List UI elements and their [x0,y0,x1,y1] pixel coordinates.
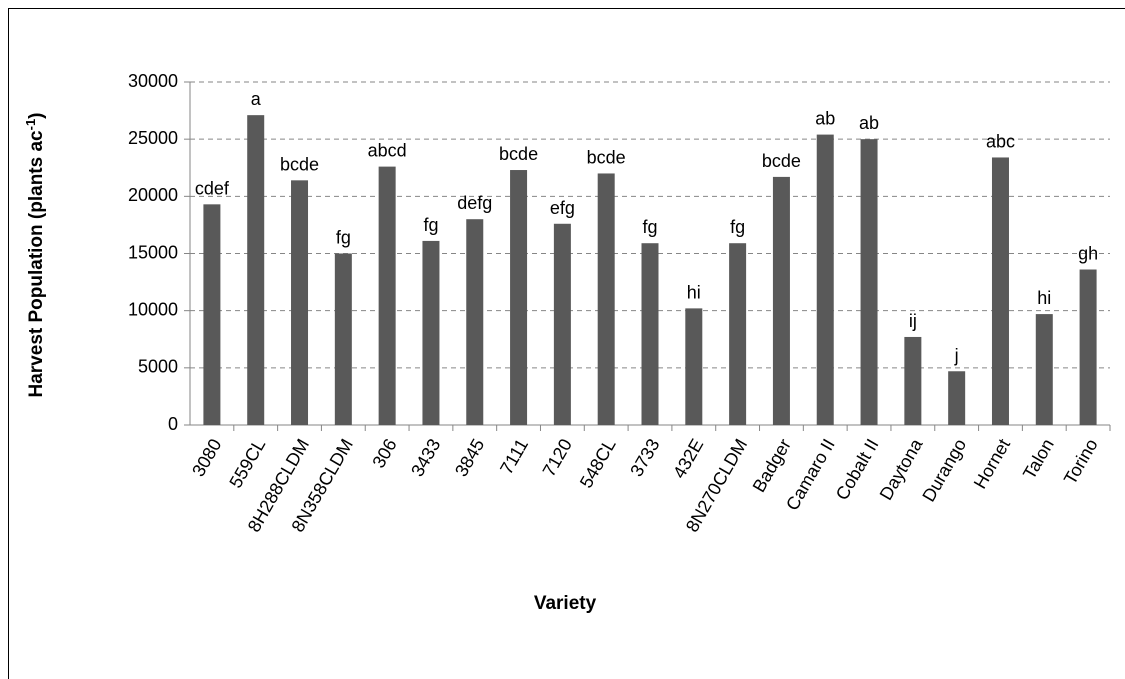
bar [1079,269,1097,425]
bar [729,243,747,425]
bar-annotation: bcde [280,154,319,174]
bar-annotation: j [954,345,959,365]
bar-annotation: fg [642,217,657,237]
bar-annotation: hi [1037,288,1051,308]
y-axis-label-superscript: -1 [23,119,38,131]
bar-annotation: fg [730,217,745,237]
y-axis-label-suffix: ) [26,112,47,118]
bar [247,115,265,425]
bar-annotation: hi [687,282,701,302]
bar [597,173,615,425]
bar-annotation: ab [859,113,879,133]
bar-annotation: a [251,89,262,109]
y-axis-label: Harvest Population (plants ac-1) [23,112,48,397]
bar [510,170,528,425]
bar [948,371,966,425]
bar-annotation: ij [909,311,917,331]
bar [685,308,703,425]
y-axis-label-text: Harvest Population (plants ac [26,130,47,398]
bar-annotation: abcd [368,141,407,161]
bar-annotation: bcde [762,151,801,171]
bar [816,134,834,426]
bar [378,166,396,425]
y-tick-label: 5000 [138,357,178,377]
bar-annotation: ab [815,109,835,129]
y-tick-label: 0 [168,414,178,434]
bar-annotation: bcde [587,147,626,167]
bar [466,219,484,425]
bar-annotation: gh [1078,244,1098,264]
bar [553,223,571,425]
bar [1035,314,1053,425]
bar [641,243,659,425]
bar [991,157,1009,425]
y-tick-label: 25000 [128,128,178,148]
y-tick-label: 30000 [128,71,178,91]
bar [334,253,352,425]
bar [291,180,309,425]
bar-annotation: defg [457,193,492,213]
bar [860,139,878,425]
bar-annotation: fg [336,228,351,248]
y-tick-label: 20000 [128,185,178,205]
bar [904,336,922,425]
y-tick-label: 10000 [128,299,178,319]
bar-annotation: cdef [195,178,230,198]
bar-annotation: bcde [499,144,538,164]
bar-annotation: fg [423,215,438,235]
bar [203,204,221,425]
bar [772,176,790,425]
bar-annotation: efg [550,198,575,218]
x-axis-label: Variety [534,593,597,614]
bar-annotation: abc [986,131,1015,151]
y-tick-label: 15000 [128,242,178,262]
bar [422,240,440,425]
